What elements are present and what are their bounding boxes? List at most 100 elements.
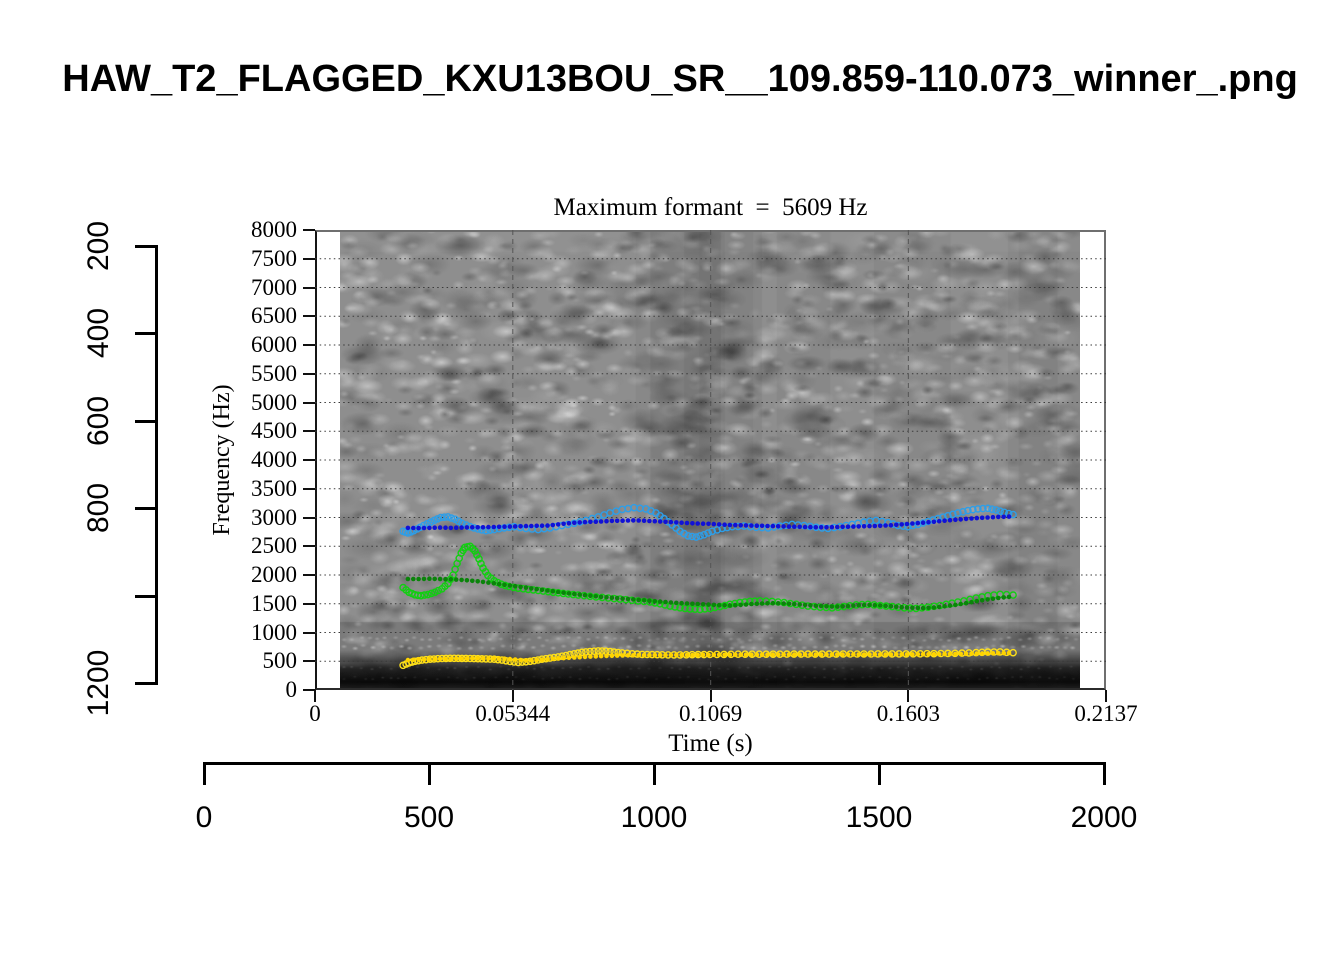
formant-point [437, 656, 443, 662]
formant-point [459, 577, 464, 583]
y-tick [303, 315, 315, 318]
formant-point [813, 603, 819, 609]
formant-point [969, 516, 974, 521]
formant-point [427, 656, 432, 662]
formant-point [444, 513, 452, 521]
formant-point [738, 652, 743, 658]
formant-point [529, 657, 534, 663]
formant-point [985, 651, 990, 656]
y-tick-label: 500 [262, 648, 298, 674]
formant-point [679, 520, 684, 525]
formant-point [996, 514, 1001, 520]
formant-point [411, 576, 416, 582]
formant-point [743, 602, 749, 607]
formant-point [625, 518, 631, 523]
formant-point [781, 652, 786, 657]
formant-point [883, 652, 888, 657]
formant-point [486, 524, 491, 530]
formant-point [867, 602, 872, 608]
formant-point [899, 604, 904, 610]
y-tick-label: 4000 [251, 447, 297, 472]
formant-point [727, 522, 733, 528]
formant-point [722, 652, 727, 658]
formant-point [888, 652, 894, 657]
formant-point [695, 601, 700, 607]
formant-point [840, 652, 845, 657]
outer-x-tick [203, 762, 206, 785]
formant-point [797, 652, 802, 657]
formant-point [1006, 514, 1012, 519]
formant-point [979, 515, 985, 521]
formant-point [475, 656, 480, 661]
formant-point [861, 652, 867, 657]
formant-point [990, 651, 996, 656]
formant-point [590, 647, 598, 656]
formant-point [480, 525, 486, 530]
plot-title: Maximum formant = 5609 Hz [553, 194, 868, 221]
formant-point [453, 577, 459, 582]
formant-point [770, 523, 776, 529]
formant-point [867, 652, 872, 657]
formant-point [700, 530, 708, 539]
formant-point [786, 652, 792, 657]
formant-point [701, 605, 709, 613]
formant-point [594, 647, 603, 655]
formant-point [641, 598, 647, 603]
formant-point [416, 576, 421, 582]
series-f2-candidates [399, 542, 1017, 614]
formant-point [652, 518, 658, 524]
formant-point [802, 652, 808, 657]
formant-point [958, 517, 963, 522]
formant-point [979, 598, 985, 603]
formant-point [631, 653, 636, 658]
outer-x-tick-label: 0 [195, 801, 213, 834]
formant-point [824, 604, 829, 609]
formant-point [420, 591, 429, 599]
formant-point [958, 601, 963, 607]
formant-point [813, 525, 819, 530]
outer-y-tick-label: 800 [82, 483, 115, 534]
formant-point [979, 504, 987, 513]
formant-point [894, 652, 899, 657]
formant-point [424, 590, 432, 599]
formant-point [566, 591, 572, 596]
formant-point [872, 602, 878, 608]
y-tick [303, 660, 315, 663]
formant-point [818, 525, 824, 530]
formant-point [679, 600, 684, 606]
formant-point [668, 652, 674, 658]
formant-point [1001, 514, 1006, 520]
formant-point [696, 532, 704, 540]
formant-point [578, 648, 586, 657]
formant-point [904, 521, 910, 527]
formant-point [550, 656, 556, 662]
formant-point [566, 655, 572, 661]
formant-point [657, 519, 663, 524]
formant-point [765, 652, 770, 657]
formant-point [851, 524, 856, 529]
formant-point [477, 559, 485, 568]
formant-point [695, 521, 700, 526]
formant-point [480, 656, 486, 661]
formant-point [775, 524, 781, 529]
formant-point [561, 655, 566, 661]
formant-point [652, 598, 658, 604]
y-tick [303, 689, 315, 691]
formant-point [700, 602, 706, 607]
y-tick-label: 1500 [251, 590, 297, 616]
formant-point [502, 524, 507, 529]
formant-point [641, 652, 647, 658]
formant-point [888, 523, 894, 528]
formant-point [718, 524, 727, 533]
formant-point [947, 517, 953, 523]
formant-point [910, 652, 915, 657]
formant-point [437, 525, 443, 530]
formant-point [835, 604, 840, 609]
formant-point [614, 653, 620, 658]
formant-point [781, 524, 786, 529]
formant-point [647, 598, 652, 603]
formant-point [555, 589, 561, 595]
formant-point [432, 656, 437, 662]
formant-point [475, 579, 480, 584]
formant-point [598, 653, 604, 659]
